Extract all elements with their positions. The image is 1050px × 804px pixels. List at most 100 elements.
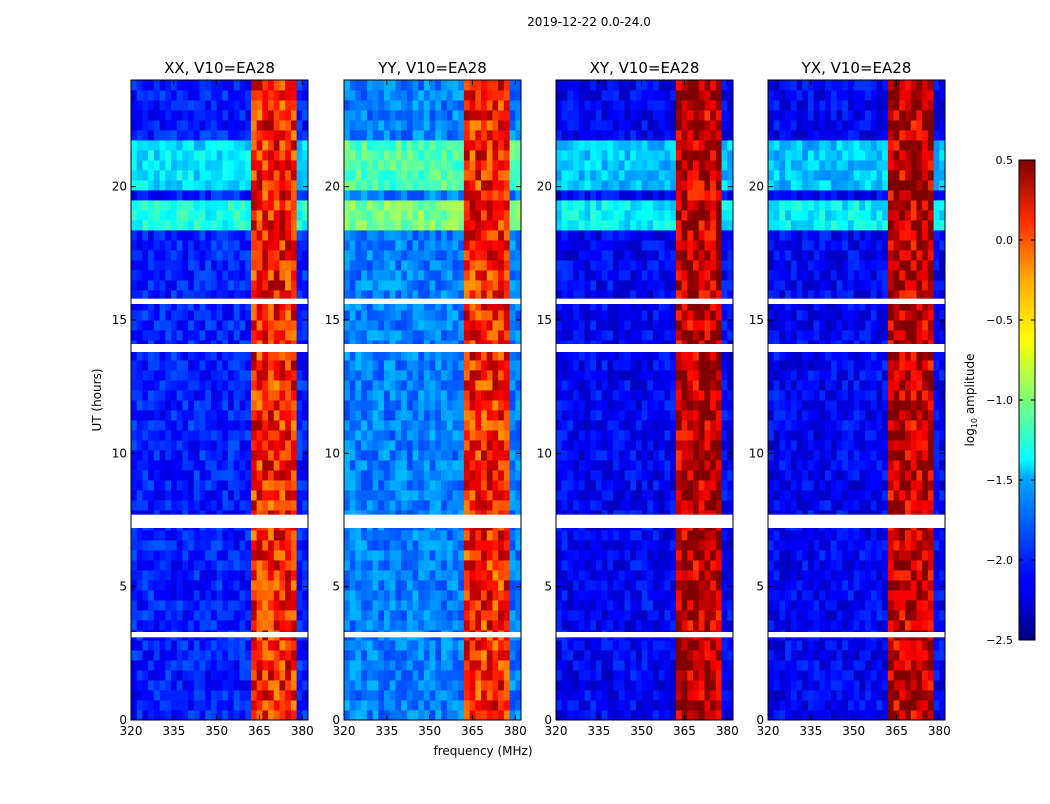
- heatmap-cell: [704, 710, 710, 720]
- heatmap-cell: [274, 600, 280, 610]
- heatmap-cell: [504, 450, 510, 460]
- heatmap-cell: [274, 250, 280, 260]
- heatmap-cell: [630, 590, 636, 600]
- heatmap-cell: [475, 280, 481, 290]
- heatmap-cell: [452, 180, 458, 190]
- heatmap-cell: [401, 450, 407, 460]
- heatmap-cell: [165, 600, 171, 610]
- heatmap-cell: [395, 240, 401, 250]
- heatmap-cell: [487, 550, 493, 560]
- heatmap-cell: [182, 570, 188, 580]
- heatmap-cell: [239, 110, 245, 120]
- heatmap-cell: [245, 480, 251, 490]
- heatmap-cell: [699, 420, 705, 430]
- heatmap-cell: [470, 530, 476, 540]
- heatmap-cell: [262, 460, 268, 470]
- heatmap-cell: [228, 460, 234, 470]
- heatmap-cell: [211, 700, 217, 710]
- heatmap-cell: [407, 530, 413, 540]
- heatmap-cell: [302, 270, 308, 280]
- heatmap-cell: [257, 130, 263, 140]
- heatmap-cell: [142, 450, 148, 460]
- heatmap-cell: [373, 360, 379, 370]
- heatmap-cell: [165, 420, 171, 430]
- heatmap-cell: [239, 240, 245, 250]
- heatmap-cell: [664, 640, 670, 650]
- heatmap-cell: [424, 610, 430, 620]
- heatmap-cell: [470, 120, 476, 130]
- heatmap-cell: [257, 420, 263, 430]
- heatmap-cell: [378, 140, 384, 150]
- heatmap-cell: [435, 400, 441, 410]
- heatmap-cell: [373, 80, 379, 90]
- heatmap-cell: [407, 420, 413, 430]
- heatmap-cell: [177, 580, 183, 590]
- heatmap-cell: [285, 180, 291, 190]
- heatmap-cell: [407, 700, 413, 710]
- heatmap-cell: [693, 540, 699, 550]
- heatmap-cell: [182, 110, 188, 120]
- heatmap-cell: [413, 490, 419, 500]
- heatmap-cell: [458, 600, 464, 610]
- heatmap-cell: [447, 90, 453, 100]
- heatmap-cell: [274, 360, 280, 370]
- heatmap-cell: [245, 560, 251, 570]
- heatmap-cell: [274, 430, 280, 440]
- heatmap-cell: [390, 620, 396, 630]
- heatmap-cell: [262, 210, 268, 220]
- heatmap-cell: [217, 680, 223, 690]
- heatmap-cell: [268, 700, 274, 710]
- heatmap-cell: [188, 400, 194, 410]
- heatmap-cell: [239, 380, 245, 390]
- heatmap-cell: [682, 580, 688, 590]
- heatmap-cell: [222, 130, 228, 140]
- heatmap-cell: [344, 560, 350, 570]
- heatmap-cell: [573, 550, 579, 560]
- heatmap-cell: [262, 230, 268, 240]
- heatmap-cell: [630, 580, 636, 590]
- heatmap-cell: [182, 480, 188, 490]
- heatmap-cell: [268, 650, 274, 660]
- heatmap-cell: [407, 210, 413, 220]
- heatmap-cell: [367, 260, 373, 270]
- heatmap-cell: [510, 710, 516, 720]
- heatmap-cell: [355, 140, 361, 150]
- heatmap-cell: [234, 240, 240, 250]
- heatmap-cell: [515, 670, 521, 680]
- heatmap-cell: [710, 580, 716, 590]
- heatmap-cell: [475, 640, 481, 650]
- heatmap-cell: [344, 670, 350, 680]
- heatmap-cell: [418, 410, 424, 420]
- heatmap-cell: [384, 120, 390, 130]
- heatmap-cell: [556, 670, 562, 680]
- heatmap-cell: [498, 580, 504, 590]
- heatmap-cell: [165, 160, 171, 170]
- heatmap-cell: [285, 210, 291, 220]
- heatmap-cell: [630, 670, 636, 680]
- heatmap-cell: [228, 330, 234, 340]
- heatmap-cell: [291, 640, 297, 650]
- heatmap-cell: [682, 570, 688, 580]
- heatmap-cell: [659, 660, 665, 670]
- heatmap-cell: [470, 330, 476, 340]
- heatmap-cell: [344, 400, 350, 410]
- heatmap-cell: [160, 700, 166, 710]
- heatmap-cell: [217, 370, 223, 380]
- heatmap-cell: [211, 690, 217, 700]
- heatmap-cell: [131, 230, 137, 240]
- heatmap-cell: [245, 150, 251, 160]
- heatmap-cell: [344, 330, 350, 340]
- heatmap-cell: [217, 490, 223, 500]
- heatmap-cell: [297, 390, 303, 400]
- heatmap-cell: [171, 110, 177, 120]
- heatmap-cell: [401, 570, 407, 580]
- heatmap-cell: [373, 640, 379, 650]
- heatmap-cell: [205, 210, 211, 220]
- heatmap-cell: [401, 530, 407, 540]
- heatmap-cell: [355, 680, 361, 690]
- heatmap-cell: [487, 180, 493, 190]
- heatmap-cell: [378, 410, 384, 420]
- heatmap-cell: [435, 380, 441, 390]
- heatmap-cell: [350, 320, 356, 330]
- heatmap-cell: [395, 430, 401, 440]
